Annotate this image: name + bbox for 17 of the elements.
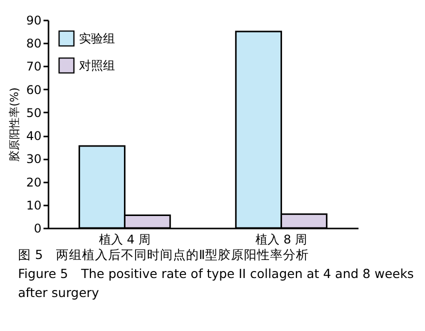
y-tick-label: 40 (26, 129, 42, 144)
legend-label: 对照组 (79, 58, 115, 72)
y-tick-label: 90 (26, 14, 42, 28)
y-tick-label: 70 (26, 60, 42, 74)
x-tick-label: 植入 4 周 (99, 232, 150, 246)
x-tick-label: 植入 8 周 (256, 232, 307, 246)
caption: 图 5 两组植入后不同时间点的Ⅱ型胶原阳性率分析 (18, 246, 310, 264)
y-tick-label: 10 (26, 198, 42, 212)
y-tick-label: 30 (26, 152, 42, 166)
y-tick-label: 20 (26, 175, 42, 190)
y-tick-label: 60 (26, 82, 42, 97)
y-tick-label: 0 (34, 222, 42, 236)
y-tick-label: 50 (26, 106, 42, 120)
caption: Figure 5 The positive rate of type II collagen at 4 and 8 weeks after surgery (18, 265, 415, 302)
y-axis-title: 胶原阳性率(%) (8, 87, 22, 162)
y-tick-label: 80 (26, 36, 42, 51)
legend-label: 实验组 (79, 32, 115, 46)
